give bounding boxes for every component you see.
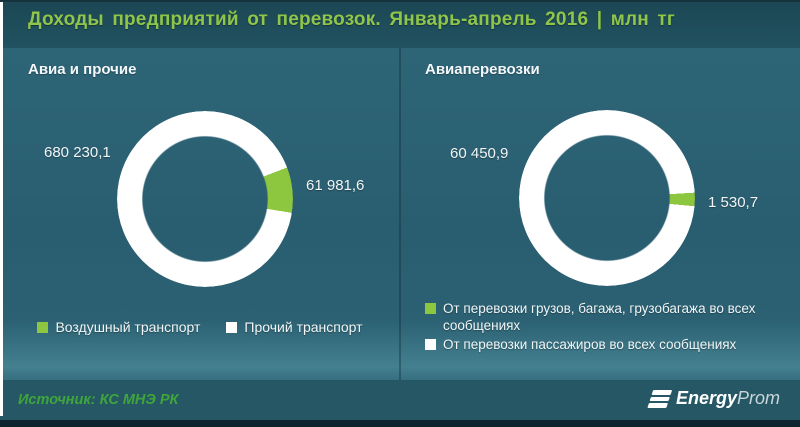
header-band: Доходы предприятий от перевозок. Январь-…	[0, 0, 800, 48]
brand-bold: Energy	[675, 388, 737, 409]
energyprom-logo-text: EnergyProm	[676, 388, 780, 409]
chart-panel-aviaperevozki: Авиаперевозки 60 450,9 1 530,7 От перево…	[400, 48, 800, 380]
legend-item-cargo: От перевозки грузов, багажа, грузобагажа…	[425, 300, 792, 334]
panel-divider	[399, 48, 401, 380]
data-label-passengers: 60 450,9	[450, 145, 509, 162]
logo-bar	[647, 403, 668, 408]
white-swatch-icon	[425, 339, 436, 350]
logo-bar	[649, 396, 671, 401]
source-note: Источник: КС МНЭ РК	[18, 392, 179, 408]
legend-label: Прочий транспорт	[244, 319, 363, 335]
footer-band: Источник: КС МНЭ РК EnergyProm	[0, 380, 800, 427]
legend-item-air-transport: Воздушный транспорт	[37, 319, 200, 335]
brand-light: Prom	[736, 388, 780, 409]
donut-chart-aviaperevozki	[519, 110, 695, 286]
white-swatch-icon	[226, 321, 238, 333]
charts-area: Авиа и прочие 680 230,1 61 981,6 Воздушн…	[0, 48, 800, 380]
data-label-air-transport: 61 981,6	[306, 177, 365, 194]
energyprom-logo: EnergyProm	[647, 388, 780, 410]
left-edge-line	[0, 0, 3, 416]
page-title: Доходы предприятий от перевозок. Январь-…	[28, 9, 676, 30]
legend: От перевозки грузов, багажа, грузобагажа…	[425, 300, 792, 355]
chart-panel-avia-i-prochie: Авиа и прочие 680 230,1 61 981,6 Воздушн…	[0, 48, 400, 380]
top-edge-line	[0, 0, 800, 2]
chart-title: Авиа и прочие	[28, 61, 137, 78]
logo-bar	[651, 390, 673, 395]
legend-item-passengers: От перевозки пассажиров во всех сообщени…	[425, 336, 792, 353]
green-swatch-icon	[37, 321, 49, 333]
legend-label: От перевозки грузов, багажа, грузобагажа…	[443, 301, 756, 333]
energyprom-logo-icon	[647, 390, 673, 410]
legend-label: От перевозки пассажиров во всех сообщени…	[443, 337, 737, 352]
legend: Воздушный транспорт Прочий транспорт	[0, 319, 400, 335]
legend-label: Воздушный транспорт	[55, 319, 201, 335]
legend-item-other-transport: Прочий транспорт	[226, 319, 363, 335]
chart-title: Авиаперевозки	[425, 61, 540, 78]
donut-chart-avia-i-prochie	[117, 111, 293, 287]
data-label-other-transport: 680 230,1	[44, 144, 111, 161]
green-swatch-icon	[425, 303, 436, 314]
data-label-cargo: 1 530,7	[708, 194, 759, 211]
